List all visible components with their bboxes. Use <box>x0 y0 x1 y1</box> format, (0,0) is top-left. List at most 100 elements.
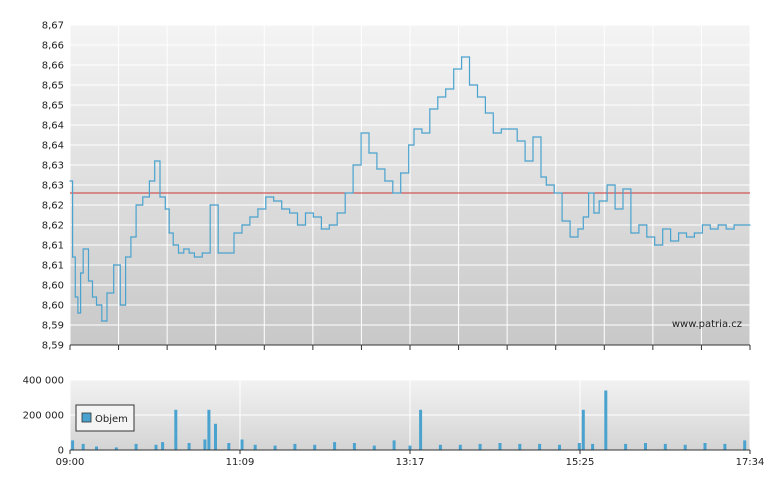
volume-bar <box>498 443 502 450</box>
price-y-tick-label: 8,65 <box>42 81 64 92</box>
price-point <box>106 292 108 294</box>
volume-y-axis: 400 000 200 000 0 <box>23 376 64 457</box>
volume-bar <box>372 445 376 450</box>
price-point <box>492 132 494 134</box>
price-point <box>154 160 156 162</box>
volume-bar <box>478 443 482 450</box>
volume-bar <box>518 443 522 450</box>
price-point <box>460 56 463 58</box>
volume-bar <box>743 440 747 450</box>
volume-legend: Objem <box>75 404 135 432</box>
volume-bar <box>187 443 191 450</box>
volume-bar <box>683 444 687 451</box>
price-point <box>717 224 719 226</box>
x-tick-label: 17:34 <box>736 457 765 468</box>
price-point <box>265 196 267 198</box>
price-point <box>91 296 94 298</box>
price-point <box>606 184 608 186</box>
price-point <box>249 216 251 218</box>
price-point <box>159 196 161 198</box>
price-point <box>188 252 190 254</box>
price-point <box>524 160 526 162</box>
price-point <box>193 256 195 258</box>
price-point <box>587 192 590 194</box>
volume-bar <box>227 443 231 450</box>
price-point <box>72 256 74 258</box>
price-point <box>74 296 76 298</box>
price-point <box>344 192 346 194</box>
price-point <box>553 192 555 194</box>
price-point <box>201 252 203 254</box>
price-point <box>101 320 103 322</box>
legend-label: Objem <box>95 414 128 425</box>
price-point <box>614 208 616 210</box>
price-points <box>69 56 751 322</box>
price-point <box>413 128 415 130</box>
x-tick-label: 11:09 <box>226 457 255 468</box>
price-point <box>545 184 547 186</box>
price-point <box>693 232 696 234</box>
price-point <box>273 200 275 202</box>
price-point <box>217 252 219 254</box>
volume-bar <box>95 446 98 450</box>
price-y-tick-label: 8,59 <box>42 341 64 352</box>
price-point <box>177 252 180 254</box>
volume-bar <box>577 443 581 450</box>
price-point <box>289 212 291 214</box>
price-y-tick-label: 8,64 <box>42 141 64 152</box>
price-point <box>725 228 727 230</box>
price-point <box>593 212 595 214</box>
volume-bar <box>293 443 297 450</box>
price-point <box>82 248 84 250</box>
price-point <box>209 204 211 206</box>
legend-swatch <box>81 412 92 423</box>
price-point <box>468 84 471 86</box>
price-point <box>709 228 711 230</box>
price-point <box>124 256 127 258</box>
price-point <box>172 244 174 246</box>
volume-y-tick-label: 200 000 <box>23 411 64 422</box>
volume-bar <box>352 443 356 450</box>
price-x-tick-marks <box>69 345 751 350</box>
volume-bar <box>240 439 244 450</box>
price-y-tick-label: 8,61 <box>42 261 64 272</box>
price-point <box>733 224 735 226</box>
volume-bar <box>161 442 165 450</box>
price-point <box>408 144 410 146</box>
price-point <box>622 188 624 190</box>
price-point <box>368 152 370 154</box>
volume-bar <box>273 445 277 450</box>
price-point <box>328 224 330 226</box>
volume-x-axis-labels: 09:00 11:09 13:17 15:25 17:34 <box>56 450 765 468</box>
volume-bar <box>333 442 337 450</box>
volume-bars <box>71 390 747 451</box>
volume-bar <box>591 443 595 450</box>
price-y-tick-label: 8,59 <box>42 321 64 332</box>
volume-bar <box>313 444 317 451</box>
price-point <box>445 88 447 90</box>
x-tick-label: 13:17 <box>396 457 425 468</box>
price-y-tick-label: 8,65 <box>42 101 64 112</box>
volume-y-tick-label: 0 <box>58 446 64 457</box>
volume-bar <box>723 443 727 450</box>
volume-bar <box>71 440 75 450</box>
price-point <box>69 180 71 182</box>
price-point <box>646 236 648 238</box>
price-point <box>741 224 743 226</box>
price-point <box>360 132 362 134</box>
price-point <box>500 128 502 130</box>
price-point <box>670 240 672 242</box>
price-point <box>135 204 137 206</box>
volume-bar <box>253 444 257 451</box>
volume-bar <box>81 443 85 450</box>
price-point <box>164 208 166 210</box>
volume-bar <box>438 444 442 451</box>
volume-bar <box>558 444 561 451</box>
price-point <box>701 224 703 226</box>
price-point <box>296 224 299 226</box>
price-point <box>130 236 132 238</box>
x-tick-label: 09:00 <box>56 457 85 468</box>
volume-bar <box>458 444 462 451</box>
volume-bar <box>392 440 396 450</box>
